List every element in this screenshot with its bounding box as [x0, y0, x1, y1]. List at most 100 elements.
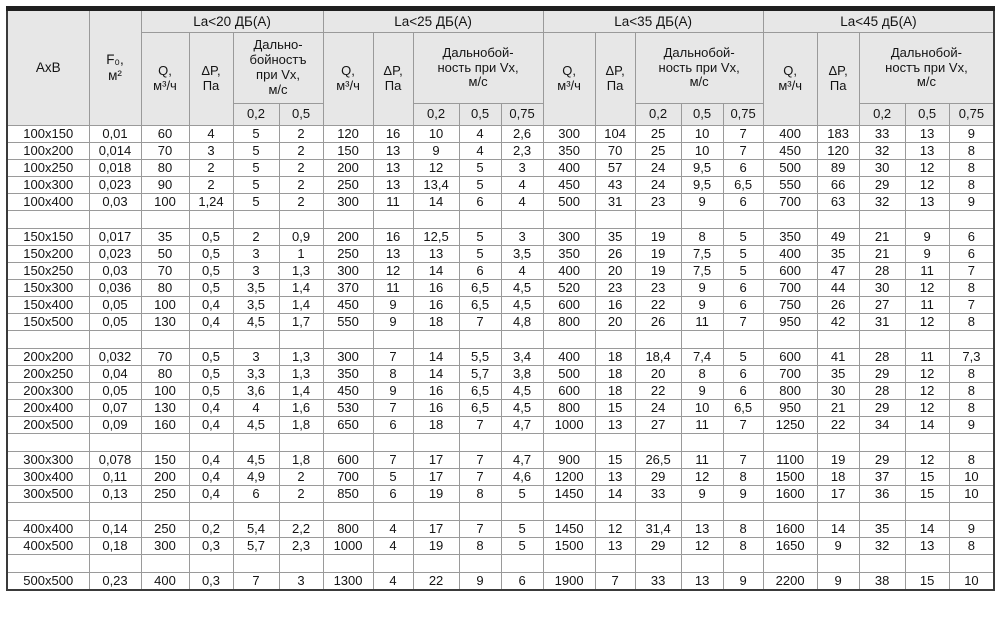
value-cell: 90 [140, 176, 190, 194]
value-cell: 350 [542, 142, 596, 160]
value-cell: 10 [680, 125, 724, 143]
value-cell: 4 [188, 125, 234, 143]
value-cell: 183 [816, 125, 860, 143]
table-row: 500x500 0,23 400 0,3 7 3 1300 4 22 9 6 1900 7 33 13 9 22… [6, 572, 995, 591]
value-cell: 0,14 [88, 520, 142, 538]
separator-cell [140, 554, 190, 573]
value-cell: 4 [458, 125, 502, 143]
value-cell: 3 [278, 572, 324, 591]
value-cell: 250 [140, 520, 190, 538]
value-cell: 1,24 [188, 193, 234, 211]
separator-cell [816, 330, 860, 349]
size-cell: 200x200 [6, 348, 90, 366]
value-cell: 2,3 [500, 142, 544, 160]
value-cell: 42 [816, 313, 860, 331]
separator-cell [188, 210, 234, 229]
value-cell: 12 [412, 159, 460, 177]
size-cell: 200x250 [6, 365, 90, 383]
value-cell: 12 [904, 313, 950, 331]
value-cell: 7 [594, 572, 636, 591]
col-header-reach-la35: Дальнобой- ность при Vx, м/с [634, 32, 764, 104]
value-cell: 950 [762, 313, 818, 331]
main-header-row: Q, м³/ч ΔP, Па Дально- бойностъ при Vx, … [7, 32, 995, 126]
value-cell: 1,4 [278, 296, 324, 314]
col-header-dp-la35: ΔP, Па [594, 32, 636, 126]
value-cell: 700 [322, 468, 374, 486]
separator-cell [680, 502, 724, 521]
separator-cell [372, 433, 414, 452]
value-cell: 800 [322, 520, 374, 538]
value-cell: 13 [372, 245, 414, 263]
value-cell: 35 [858, 520, 906, 538]
separator-cell [904, 502, 950, 521]
size-cell: 150x300 [6, 279, 90, 297]
value-cell: 22 [816, 416, 860, 434]
value-cell: 1,7 [278, 313, 324, 331]
value-cell: 7 [722, 125, 764, 143]
value-cell: 20 [594, 313, 636, 331]
separator-cell [458, 502, 502, 521]
value-cell: 5 [722, 348, 764, 366]
value-cell: 5 [458, 228, 502, 246]
value-cell: 4 [458, 142, 502, 160]
separator-cell [6, 330, 90, 349]
value-cell: 0,13 [88, 485, 142, 503]
value-cell: 700 [762, 193, 818, 211]
value-cell: 14 [904, 416, 950, 434]
separator-cell [372, 210, 414, 229]
separator-cell [680, 554, 724, 573]
value-cell: 35 [594, 228, 636, 246]
value-cell: 5 [722, 262, 764, 280]
value-cell: 500 [542, 193, 596, 211]
value-cell: 1,4 [278, 279, 324, 297]
value-cell: 4,9 [232, 468, 280, 486]
value-cell: 8 [680, 228, 724, 246]
value-cell: 29 [858, 176, 906, 194]
value-cell: 8 [722, 537, 764, 555]
value-cell: 200 [322, 228, 374, 246]
value-cell: 4,6 [500, 468, 544, 486]
value-cell: 0,4 [188, 399, 234, 417]
value-cell: 12 [904, 176, 950, 194]
value-cell: 2 [232, 228, 280, 246]
value-cell: 6,5 [458, 382, 502, 400]
value-cell: 7 [232, 572, 280, 591]
value-cell: 130 [140, 313, 190, 331]
value-cell: 0,04 [88, 365, 142, 383]
col-header-reach-la25: Дальнобой- ность при Vx, м/с [412, 32, 544, 104]
value-cell: 33 [634, 572, 682, 591]
value-cell: 70 [140, 348, 190, 366]
value-cell: 8 [948, 142, 995, 160]
group-title-la25: La<25 ДБ(А) [322, 8, 544, 33]
value-cell: 100 [140, 296, 190, 314]
value-cell: 2 [188, 159, 234, 177]
value-cell: 15 [904, 468, 950, 486]
value-cell: 3,8 [500, 365, 544, 383]
value-cell: 7 [458, 520, 502, 538]
value-cell: 30 [858, 159, 906, 177]
separator-cell [500, 330, 544, 349]
value-cell: 400 [542, 159, 596, 177]
value-cell: 3,4 [500, 348, 544, 366]
separator-cell [88, 433, 142, 452]
value-cell: 650 [322, 416, 374, 434]
separator-cell [948, 554, 995, 573]
value-cell: 9 [948, 125, 995, 143]
separator-cell [762, 433, 818, 452]
value-cell: 30 [816, 382, 860, 400]
value-cell: 550 [322, 313, 374, 331]
value-cell: 300 [140, 537, 190, 555]
value-cell: 11 [372, 193, 414, 211]
value-cell: 0,036 [88, 279, 142, 297]
value-cell: 32 [858, 142, 906, 160]
separator-cell [542, 554, 596, 573]
value-cell: 120 [816, 142, 860, 160]
airflow-noise-table: AxB F₀, м² La<20 ДБ(А) La<25 ДБ(А) La<35… [6, 6, 996, 591]
value-cell: 9 [722, 485, 764, 503]
separator-cell [278, 554, 324, 573]
value-cell: 3 [232, 262, 280, 280]
value-cell: 0,5 [188, 382, 234, 400]
value-cell: 5 [232, 159, 280, 177]
separator-cell [232, 330, 280, 349]
